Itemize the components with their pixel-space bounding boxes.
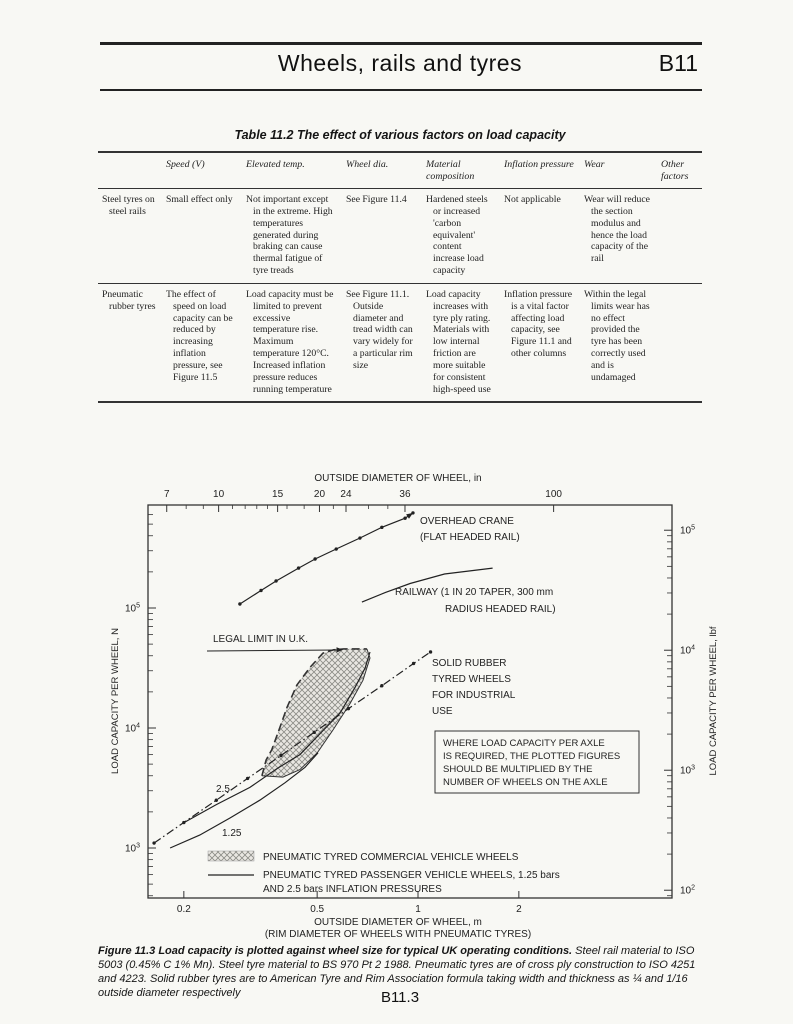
table-cell: Pneumatic rubber tyres [102, 288, 156, 312]
svg-text:SHOULD BE MULTIPLIED BY THE: SHOULD BE MULTIPLIED BY THE [443, 764, 592, 775]
svg-text:TYRED WHEELS: TYRED WHEELS [432, 674, 511, 685]
svg-text:AND 2.5 bars INFLATION PRESSUR: AND 2.5 bars INFLATION PRESSURES [263, 884, 442, 895]
svg-text:105: 105 [680, 525, 695, 537]
column-header-other: Other factors [657, 152, 702, 190]
svg-text:(FLAT HEADED RAIL): (FLAT HEADED RAIL) [420, 532, 520, 543]
table-cell [657, 283, 702, 402]
svg-text:(RIM DIAMETER OF WHEELS WITH P: (RIM DIAMETER OF WHEELS WITH PNEUMATIC T… [265, 929, 531, 940]
svg-text:1: 1 [415, 904, 421, 915]
svg-text:1.25: 1.25 [222, 828, 242, 839]
chart-series-passenger_1_25_bar: 1.25 [169, 752, 319, 849]
figure-caption: Figure 11.3 Load capacity is plotted aga… [98, 944, 716, 1000]
figure-caption-title: Figure 11.3 Load capacity is plotted aga… [98, 945, 573, 957]
column-header-elevated-temp: Elevated temp. [242, 152, 342, 190]
svg-text:FOR INDUSTRIAL: FOR INDUSTRIAL [432, 690, 516, 701]
header-top-rule [100, 42, 702, 45]
svg-text:USE: USE [432, 706, 453, 717]
x-axis-top: OUTSIDE DIAMETER OF WHEEL, in 7 10 15 20 24 36… [164, 473, 562, 512]
svg-text:102: 102 [680, 885, 695, 897]
table-cell: Inflation pressure is a vital factor aff… [504, 288, 573, 360]
chart-note-box: WHERE LOAD CAPACITY PER AXLE IS REQUIRED,… [434, 730, 640, 794]
table-cell: Load capacity increases with tyre ply ra… [426, 288, 491, 395]
svg-text:20: 20 [314, 489, 326, 500]
legal-limit-annotation: LEGAL LIMIT IN U.K. [206, 634, 343, 653]
table-cell [657, 188, 702, 284]
factors-table-section: Table 11.2 The effect of various factors… [98, 128, 702, 404]
figure-11-3-chart: OVERHEAD CRANE (FLAT HEADED RAIL) RAILWAY … [95, 465, 755, 941]
chart-series-solid_rubber: SOLID RUBBER TYRED WHEELS FOR INDUSTRIAL US… [152, 650, 516, 845]
svg-text:RAILWAY (1 IN 20 TAPER, 300 mm: RAILWAY (1 IN 20 TAPER, 300 mm [395, 587, 553, 598]
table-cell: Steel tyres on steel rails [98, 188, 162, 284]
figure-caption-body: Steel rail material to ISO 5003 (0.45% C… [98, 945, 696, 1000]
svg-text:LEGAL LIMIT IN U.K.: LEGAL LIMIT IN U.K. [213, 634, 308, 645]
svg-text:2: 2 [516, 904, 522, 915]
column-header [98, 152, 162, 190]
plot-border [147, 504, 673, 899]
y-axis-right-title: LOAD CAPACITY PER WHEEL, lbf [708, 626, 719, 775]
table-title: Table 11.2 The effect of various factors… [234, 128, 566, 142]
chart-series-railway: RAILWAY (1 IN 20 TAPER, 300 mm RADIUS HEA… [361, 567, 556, 615]
svg-text:WHERE LOAD CAPACITY PER AXLE: WHERE LOAD CAPACITY PER AXLE [443, 738, 605, 749]
svg-text:PNEUMATIC TYRED COMMERCIAL VEH: PNEUMATIC TYRED COMMERCIAL VEHICLE WHEEL… [263, 852, 519, 863]
svg-text:24: 24 [340, 489, 352, 500]
column-header-wheel-dia: Wheel dia. [342, 152, 422, 190]
section-code: B11 [658, 50, 698, 76]
svg-text:OUTSIDE DIAMETER OF WHEEL, m: OUTSIDE DIAMETER OF WHEEL, m [314, 917, 482, 928]
table-cell: See Figure 11.1. Outside diameter and tr… [346, 288, 413, 371]
table-header-row: Speed (V) Elevated temp. Wheel dia. Mate… [98, 152, 702, 190]
table-cell: Hardened steels or increased 'carbon equ… [422, 188, 500, 284]
page-number: B11.3 [380, 989, 420, 1006]
svg-text:103: 103 [125, 843, 140, 855]
svg-text:IS REQUIRED, THE PLOTTED FIGUR: IS REQUIRED, THE PLOTTED FIGURES [443, 751, 620, 762]
svg-text:103: 103 [680, 765, 695, 777]
table-cell: See Figure 11.4 [342, 188, 422, 284]
table-cell: Within the legal limits wear has no effe… [584, 288, 650, 383]
svg-text:10: 10 [213, 489, 225, 500]
svg-text:15: 15 [272, 489, 284, 500]
header-bottom-rule [100, 89, 702, 91]
svg-text:104: 104 [680, 645, 695, 657]
svg-text:PNEUMATIC TYRED PASSENGER VEHI: PNEUMATIC TYRED PASSENGER VEHICLE WHEELS… [263, 870, 560, 881]
chart-legend: PNEUMATIC TYRED COMMERCIAL VEHICLE WHEEL… [207, 850, 560, 895]
svg-text:NUMBER OF WHEELS ON THE AXLE: NUMBER OF WHEELS ON THE AXLE [443, 777, 608, 788]
svg-text:7: 7 [164, 489, 170, 500]
svg-text:LOAD CAPACITY PER WHEEL, N: LOAD CAPACITY PER WHEEL, N [110, 628, 121, 774]
svg-text:105: 105 [125, 603, 140, 615]
table-row-pneumatic-tyres: Pneumatic rubber tyres The effect of spe… [98, 283, 702, 402]
x-axis-bottom: 0.2 0.5 1 2 OUTSIDE DIAMETER OF WHEEL, m(RIM… [177, 891, 531, 940]
svg-text:2.5: 2.5 [216, 784, 230, 795]
table-cell: Not important except in the extreme. Hig… [242, 188, 342, 284]
column-header-material: Material composition [422, 152, 500, 190]
y-axis-left: 105 104 103 [125, 514, 156, 897]
svg-text:OUTSIDE DIAMETER OF WHEEL, in: OUTSIDE DIAMETER OF WHEEL, in [314, 473, 481, 484]
svg-text:104: 104 [125, 723, 140, 735]
chart-series-overhead_crane: OVERHEAD CRANE (FLAT HEADED RAIL) [238, 511, 520, 606]
svg-text:RADIUS HEADED RAIL): RADIUS HEADED RAIL) [445, 604, 556, 615]
svg-text:36: 36 [399, 489, 411, 500]
svg-text:LOAD CAPACITY PER WHEEL, lbf: LOAD CAPACITY PER WHEEL, lbf [708, 626, 719, 775]
table-cell: Small effect only [162, 188, 242, 284]
svg-text:OVERHEAD CRANE: OVERHEAD CRANE [420, 516, 514, 527]
column-header-speed: Speed (V) [162, 152, 242, 190]
svg-text:100: 100 [545, 489, 562, 500]
chart-region-commercial_vehicle_wheels [261, 648, 371, 778]
page-title: Wheels, rails and tyres [277, 50, 523, 76]
y-axis-right: 105 104 103 102 [664, 525, 695, 897]
table-cell: Load capacity must be limited to prevent… [246, 288, 334, 395]
chart-series-passenger_2_5_bar: 2.5 [185, 651, 371, 823]
column-header-inflation: Inflation pressure [500, 152, 580, 190]
svg-text:0.2: 0.2 [177, 904, 191, 915]
table-cell: The effect of speed on load capacity can… [166, 288, 233, 383]
factors-table: Speed (V) Elevated temp. Wheel dia. Mate… [98, 151, 702, 404]
y-axis-left-title: LOAD CAPACITY PER WHEEL, N [110, 628, 121, 774]
table-cell: Wear will reduce the section modulus and… [580, 188, 657, 284]
table-cell: Not applicable [500, 188, 580, 284]
table-row-steel-tyres: Steel tyres on steel rails Small effect … [98, 188, 702, 284]
svg-text:0.5: 0.5 [310, 904, 324, 915]
column-header-wear: Wear [580, 152, 657, 190]
svg-text:SOLID RUBBER: SOLID RUBBER [432, 658, 506, 669]
